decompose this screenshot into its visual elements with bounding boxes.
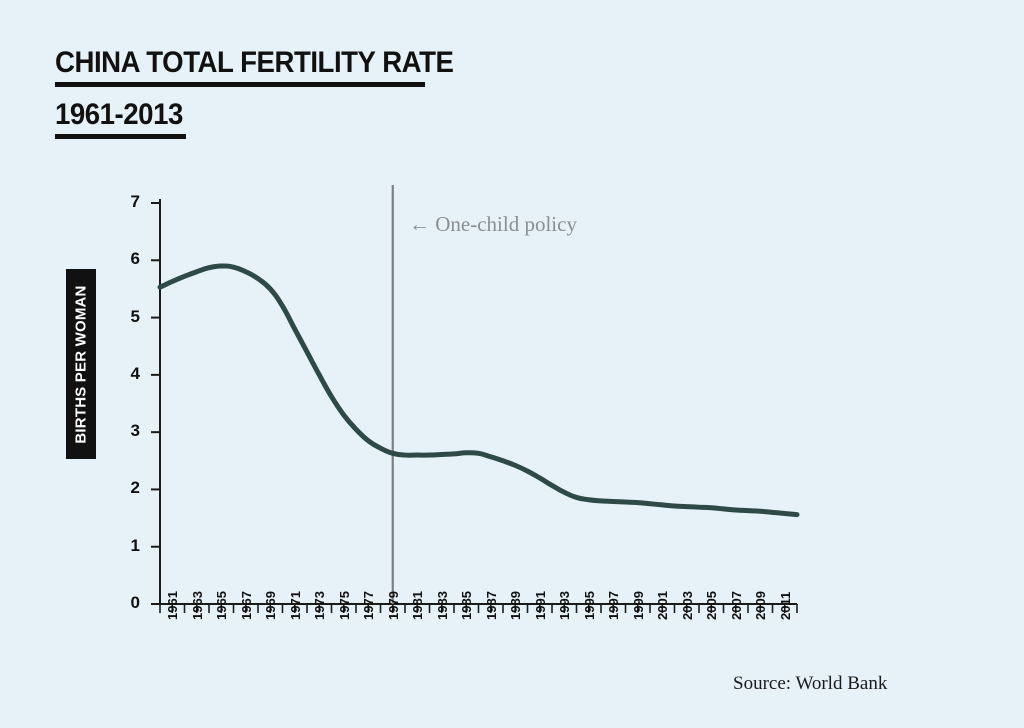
page-title: CHINA TOTAL FERTILITY RATE	[55, 46, 454, 79]
y-tick-label: 7	[130, 192, 140, 211]
x-tick-label: 2007	[728, 591, 744, 620]
x-tick-label: 1979	[385, 591, 401, 620]
x-tick-label: 1965	[214, 591, 229, 620]
x-tick-label: 1971	[287, 591, 303, 620]
x-tick-label: 2009	[753, 591, 768, 620]
x-tick-label: 2005	[704, 591, 719, 620]
x-tick-label: 1985	[459, 591, 474, 620]
y-tick-label: 5	[130, 306, 140, 326]
x-tick-label: 1973	[312, 591, 327, 620]
x-tick-label: 1961	[165, 591, 180, 620]
subtitle-underline	[55, 134, 186, 139]
y-axis-label-block: BIRTHS PER WOMAN	[66, 269, 96, 459]
x-tick-label: 1977	[361, 591, 376, 620]
title-block: CHINA TOTAL FERTILITY RATE 1961-2013	[55, 48, 488, 139]
x-tick-label: 1989	[508, 591, 523, 620]
x-tick-label: 1999	[630, 591, 646, 620]
one-child-policy-annotation: ← One-child policy	[409, 212, 577, 236]
x-tick-label: 2003	[679, 591, 695, 620]
y-tick-label: 1	[130, 535, 140, 555]
x-tick-label: 1963	[189, 591, 205, 620]
x-tick-label: 1969	[263, 591, 278, 620]
y-tick-label: 3	[130, 421, 140, 441]
x-tick-label: 1967	[238, 591, 254, 620]
x-tick-label: 1981	[410, 591, 425, 620]
x-tick-label: 2001	[655, 591, 670, 620]
y-tick-label: 0	[130, 593, 140, 612]
title-underline	[55, 82, 425, 87]
source-note: Source: World Bank	[733, 673, 888, 694]
data-line-0	[157, 263, 800, 518]
y-tick-label: 6	[130, 249, 140, 269]
y-tick-label: 4	[130, 363, 140, 383]
x-tick-label: 1995	[581, 591, 597, 620]
x-tick-label: 2011	[777, 591, 793, 620]
y-tick-label: 2	[130, 478, 140, 498]
x-tick-label: 1993	[557, 591, 572, 620]
x-tick-label: 1997	[606, 591, 621, 620]
x-tick-label: 1991	[532, 591, 548, 620]
x-tick-label: 1983	[434, 591, 450, 620]
page-subtitle: 1961-2013	[55, 98, 183, 131]
x-tick-label: 1987	[483, 591, 499, 620]
x-tick-label: 1975	[336, 591, 352, 620]
